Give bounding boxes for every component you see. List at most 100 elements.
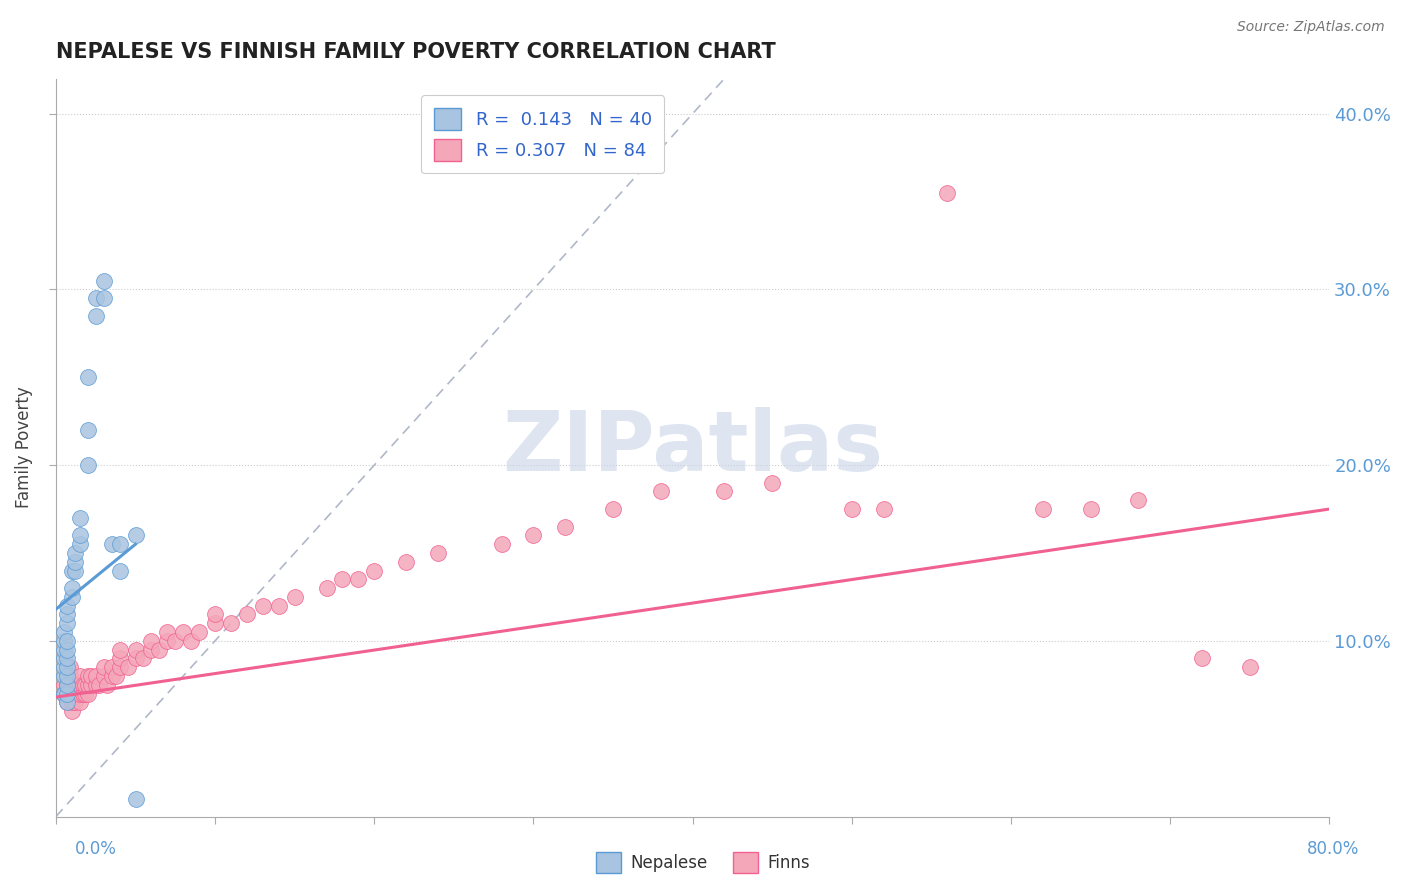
Point (395, 555, 418, 569)
Point (56, 678, 79, 692)
Text: NEPALESE VS FINNISH FAMILY POVERTY CORRELATION CHART: NEPALESE VS FINNISH FAMILY POVERTY CORRE… (56, 42, 776, 62)
Point (63, 546, 86, 560)
Point (52, 642, 75, 657)
Point (426, 546, 449, 560)
Point (56, 660, 79, 674)
Point (76, 370, 98, 384)
Point (76, 669, 98, 683)
Point (1128, 493, 1150, 508)
Point (60, 704, 83, 718)
Point (76, 423, 98, 437)
Text: ZIPatlas: ZIPatlas (502, 407, 883, 488)
Point (76, 458, 98, 472)
Point (347, 572, 370, 586)
Point (60, 695, 83, 709)
Text: 0.0%: 0.0% (75, 840, 117, 858)
Point (936, 186, 959, 200)
Point (52, 625, 75, 640)
Point (69, 528, 91, 542)
Point (63, 687, 86, 701)
Point (80, 678, 103, 692)
Point (52, 687, 75, 701)
Point (156, 625, 179, 640)
Point (56, 616, 79, 631)
Point (1191, 651, 1213, 665)
Point (872, 502, 894, 516)
Point (363, 564, 385, 578)
Point (69, 695, 91, 709)
Text: 80.0%: 80.0% (1306, 840, 1360, 858)
Point (56, 695, 79, 709)
Point (56, 607, 79, 622)
Point (141, 633, 163, 648)
Point (84, 291, 107, 305)
Point (84, 309, 107, 323)
Point (117, 660, 139, 674)
Point (108, 537, 131, 551)
Point (59, 669, 82, 683)
Point (761, 475, 783, 490)
Point (1032, 502, 1054, 516)
Point (602, 502, 624, 516)
Point (69, 511, 91, 525)
Point (124, 792, 146, 806)
Point (63, 564, 86, 578)
Point (58, 678, 80, 692)
Point (59, 660, 82, 674)
Point (69, 537, 91, 551)
Point (69, 669, 91, 683)
Point (124, 651, 146, 665)
Point (63, 695, 86, 709)
Point (315, 581, 337, 595)
Point (63, 678, 86, 692)
Point (84, 669, 107, 683)
Point (56, 669, 79, 683)
Point (65, 687, 87, 701)
Point (332, 572, 354, 586)
Point (65, 678, 87, 692)
Point (84, 678, 107, 692)
Point (105, 669, 128, 683)
Point (73, 687, 96, 701)
Point (219, 616, 242, 631)
Point (172, 625, 194, 640)
Point (148, 642, 170, 657)
Point (1080, 502, 1102, 516)
Point (76, 687, 98, 701)
Point (522, 528, 544, 542)
Point (132, 651, 155, 665)
Point (72, 678, 94, 692)
Point (108, 651, 131, 665)
Point (93, 274, 115, 288)
Point (52, 687, 75, 701)
Legend: Nepalese, Finns: Nepalese, Finns (589, 846, 817, 880)
Point (204, 607, 226, 622)
Point (180, 633, 202, 648)
Point (56, 599, 79, 613)
Point (80, 669, 103, 683)
Point (52, 633, 75, 648)
Point (141, 642, 163, 657)
Point (100, 669, 122, 683)
Point (108, 660, 131, 674)
Point (554, 519, 576, 533)
Point (69, 687, 91, 701)
Point (108, 564, 131, 578)
Point (491, 537, 513, 551)
Point (52, 669, 75, 683)
Y-axis label: Family Poverty: Family Poverty (15, 387, 32, 508)
Point (204, 616, 226, 631)
Point (56, 651, 79, 665)
Point (165, 633, 187, 648)
Point (56, 642, 79, 657)
Point (56, 678, 79, 692)
Point (650, 484, 672, 499)
Point (52, 687, 75, 701)
Point (124, 642, 146, 657)
Point (267, 599, 290, 613)
Point (56, 687, 79, 701)
Point (69, 678, 91, 692)
Point (60, 678, 83, 692)
Point (87, 678, 110, 692)
Point (252, 599, 274, 613)
